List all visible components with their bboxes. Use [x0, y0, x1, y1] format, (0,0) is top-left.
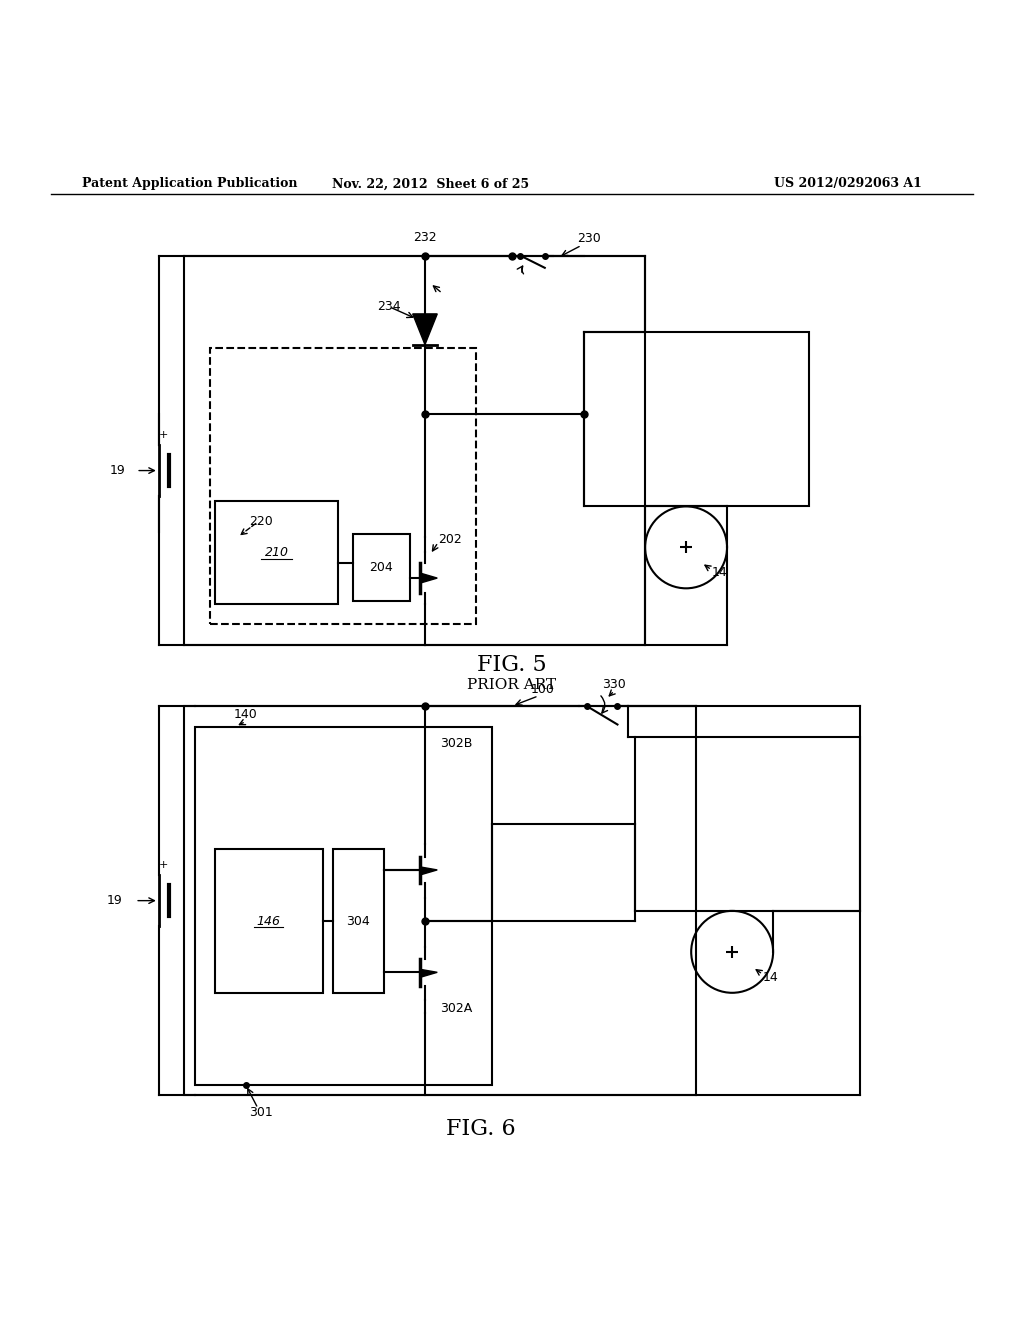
Bar	[584, 333, 809, 507]
Text: 14: 14	[712, 566, 727, 579]
Text: PRIOR ART: PRIOR ART	[467, 677, 557, 692]
Text: 19: 19	[110, 465, 126, 477]
Text: 304: 304	[346, 915, 371, 928]
Text: 230: 230	[577, 232, 601, 246]
Bar	[184, 706, 696, 1096]
Polygon shape	[420, 867, 437, 875]
Text: 210: 210	[264, 546, 289, 558]
Text: Patent Application Publication: Patent Application Publication	[82, 177, 297, 190]
Text: 232: 232	[413, 231, 437, 244]
Bar	[635, 737, 860, 911]
Bar	[184, 256, 645, 644]
Text: +: +	[159, 859, 169, 870]
Text: 140: 140	[233, 709, 258, 722]
Text: Nov. 22, 2012  Sheet 6 of 25: Nov. 22, 2012 Sheet 6 of 25	[332, 177, 528, 190]
Text: FIG. 6: FIG. 6	[446, 1118, 516, 1140]
Text: 19: 19	[106, 894, 123, 907]
Text: 146: 146	[256, 915, 281, 928]
Text: FIG. 5: FIG. 5	[477, 655, 547, 676]
Text: +: +	[159, 430, 169, 440]
Text: 100: 100	[530, 682, 555, 696]
Text: 234: 234	[377, 300, 401, 313]
Bar	[215, 502, 338, 603]
Polygon shape	[413, 314, 437, 345]
Text: 14: 14	[763, 972, 778, 983]
Text: 220: 220	[249, 515, 273, 528]
Polygon shape	[420, 969, 437, 977]
Text: US 2012/0292063 A1: US 2012/0292063 A1	[774, 177, 922, 190]
Bar	[215, 850, 323, 993]
Text: 302A: 302A	[440, 1002, 472, 1015]
Text: 302B: 302B	[440, 738, 473, 751]
Text: 202: 202	[438, 533, 462, 545]
Bar	[210, 347, 476, 624]
Text: 330: 330	[602, 677, 627, 690]
Bar	[195, 726, 492, 1085]
Text: 301: 301	[249, 1106, 273, 1119]
Bar	[353, 535, 410, 601]
Bar	[333, 850, 384, 993]
Polygon shape	[420, 573, 437, 583]
Text: 204: 204	[369, 561, 393, 574]
